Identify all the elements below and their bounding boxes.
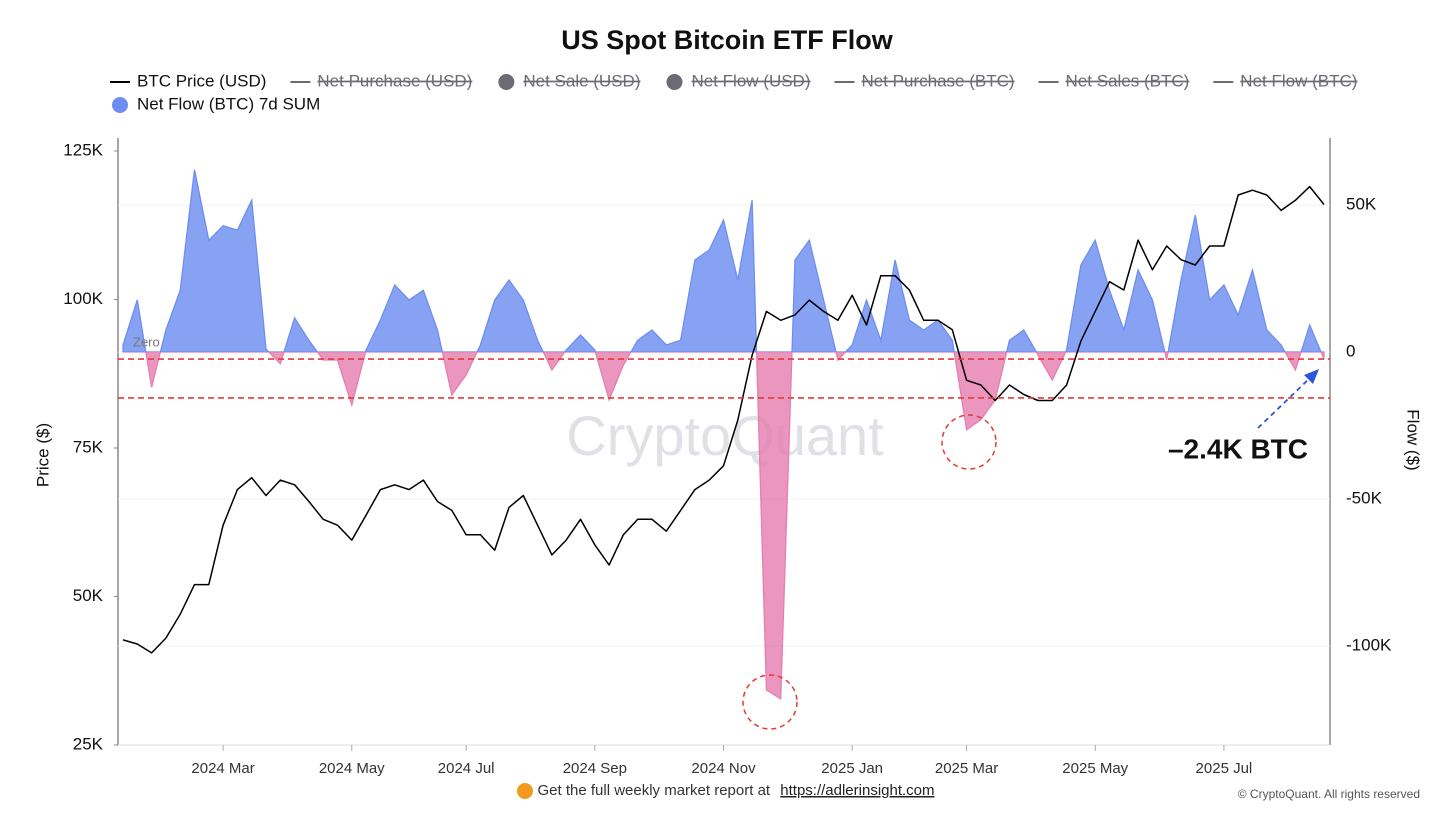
x-tick-label: 2024 May	[319, 760, 385, 777]
y2-tick-label: 50K	[1346, 195, 1377, 214]
legend-item[interactable]: Net Sales (BTC)	[1038, 71, 1190, 90]
x-tick-label: 2024 Nov	[691, 760, 756, 777]
footer-link[interactable]: https://adlerinsight.com	[780, 782, 934, 799]
x-tick-label: 2025 Jan	[821, 760, 883, 777]
legend-item[interactable]: Net Flow (USD)	[666, 71, 811, 90]
chart-title: US Spot Bitcoin ETF Flow	[561, 25, 893, 55]
legend-label: Net Purchase (USD)	[317, 71, 472, 90]
price-line	[122, 185, 1325, 654]
highlight-circle	[941, 414, 997, 470]
footer: Get the full weekly market report at htt…	[537, 782, 934, 799]
legend-item[interactable]: Net Sale (USD)	[498, 71, 640, 90]
footer-text: Get the full weekly market report at	[537, 782, 770, 799]
y2-axis-label: Flow ($)	[1404, 409, 1423, 470]
x-tick-label: 2024 Mar	[191, 760, 254, 777]
legend-label: BTC Price (USD)	[137, 71, 266, 90]
legend-label: Net Purchase (BTC)	[862, 71, 1015, 90]
annotation: –2.4K BTC	[1168, 433, 1308, 464]
legend-label: Net Flow (USD)	[691, 71, 810, 90]
y-tick-label: 100K	[63, 289, 103, 308]
y-tick-label: 50K	[73, 586, 104, 605]
y2-tick-label: -100K	[1346, 635, 1392, 654]
y-axis-label: Price ($)	[33, 423, 52, 487]
x-tick-label: 2025 May	[1062, 760, 1128, 777]
x-tick-label: 2025 Mar	[935, 760, 998, 777]
x-tick-label: 2025 Jul	[1196, 760, 1253, 777]
legend-label: Net Flow (BTC) 7d SUM	[137, 94, 320, 113]
legend-label: Net Sales (BTC)	[1066, 71, 1190, 90]
legend-item[interactable]: BTC Price (USD)	[110, 71, 266, 90]
x-tick-label: 2024 Sep	[563, 760, 627, 777]
legend-item[interactable]: Net Purchase (USD)	[290, 71, 472, 90]
annotation-arrow	[1257, 375, 1313, 429]
legend-item[interactable]: Net Flow (BTC) 7d SUM	[112, 94, 320, 113]
legend-label: Net Sale (USD)	[523, 71, 640, 90]
zero-label: Zero	[133, 334, 160, 349]
x-tick-label: 2024 Jul	[438, 760, 495, 777]
copyright: © CryptoQuant. All rights reserved	[1238, 787, 1420, 801]
legend-label: Net Flow (BTC)	[1240, 71, 1357, 90]
legend-marker	[112, 97, 128, 113]
y-tick-label: 25K	[73, 734, 104, 753]
y2-tick-label: 0	[1346, 342, 1355, 361]
y-tick-label: 75K	[73, 437, 104, 456]
watermark: CryptoQuant	[566, 404, 884, 467]
footer-icon	[517, 783, 533, 799]
y2-tick-label: -50K	[1346, 488, 1383, 507]
legend-item[interactable]: Net Flow (BTC)	[1213, 71, 1357, 90]
legend-marker	[498, 74, 515, 90]
y-tick-label: 125K	[63, 140, 103, 159]
legend-item[interactable]: Net Purchase (BTC)	[834, 71, 1015, 90]
plot-area: -100K -50K 0 50K 25K 50K 75K 100K 125K 2024 Mar 20…	[63, 140, 1392, 776]
annotation-arrowhead	[1304, 369, 1319, 384]
legend-marker	[666, 74, 683, 90]
flow-area	[122, 169, 1325, 701]
highlight-circle	[742, 674, 798, 730]
